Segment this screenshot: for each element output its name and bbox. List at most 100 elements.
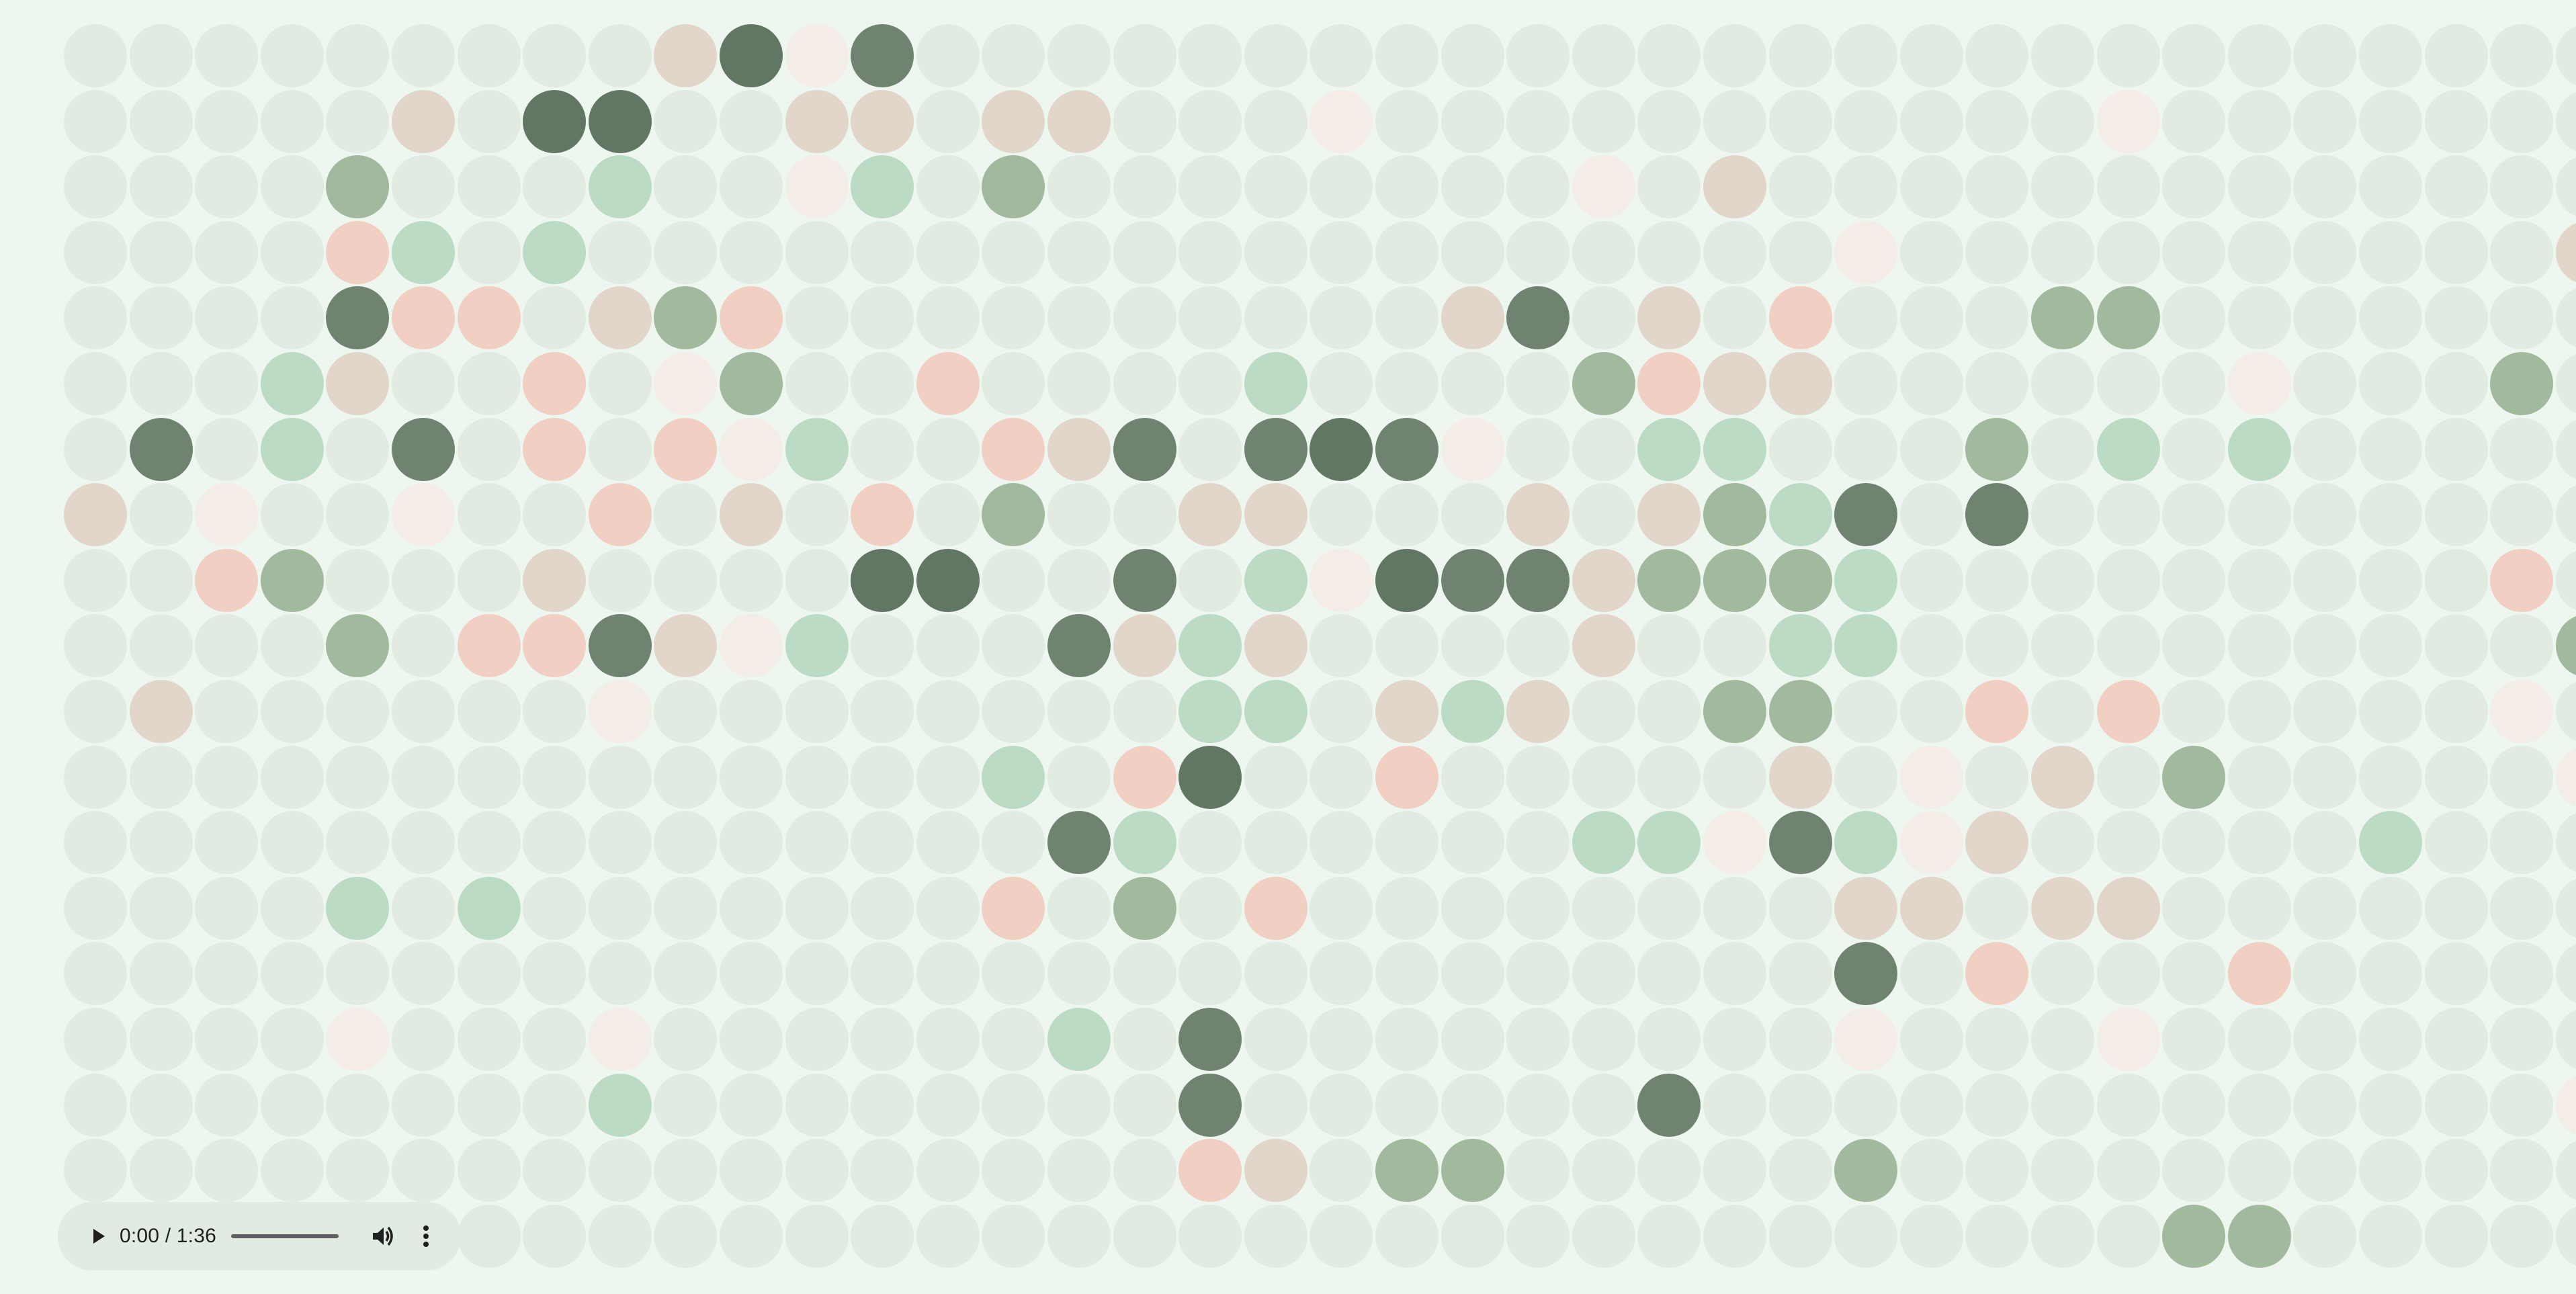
grid-dot [1375, 942, 1439, 1006]
grid-dot [1506, 286, 1570, 350]
grid-dot [720, 942, 783, 1006]
grid-dot [1768, 1008, 1832, 1071]
seek-slider[interactable] [231, 1234, 339, 1238]
grid-dot [1441, 483, 1504, 547]
grid-dot [588, 1204, 652, 1268]
grid-dot [982, 745, 1045, 809]
grid-dot [2293, 24, 2357, 87]
grid-dot [457, 1204, 521, 1268]
grid-dot [1244, 155, 1307, 219]
grid-dot [2293, 614, 2357, 678]
grid-dot [1178, 614, 1242, 678]
grid-dot [1899, 876, 1963, 940]
grid-dot [457, 155, 521, 219]
grid-dot [1899, 155, 1963, 219]
grid-dot [1965, 155, 2029, 219]
grid-dot [457, 1139, 521, 1203]
grid-dot [195, 614, 259, 678]
grid-dot [654, 352, 718, 415]
grid-dot [64, 352, 127, 415]
grid-dot [1244, 548, 1307, 612]
grid-dot [2424, 1139, 2488, 1203]
grid-dot [1047, 155, 1111, 219]
grid-dot [1899, 548, 1963, 612]
grid-dot [1703, 220, 1766, 284]
grid-dot [2096, 745, 2160, 809]
grid-dot [1244, 483, 1307, 547]
grid-dot [916, 155, 980, 219]
grid-dot [326, 89, 390, 153]
grid-dot [2490, 942, 2554, 1006]
grid-dot [64, 483, 127, 547]
grid-dot [457, 286, 521, 350]
grid-dot [785, 1204, 849, 1268]
grid-dot [2096, 24, 2160, 87]
grid-dot [851, 483, 914, 547]
grid-dot [1047, 548, 1111, 612]
grid-dot [260, 1008, 324, 1071]
grid-dot [654, 1139, 718, 1203]
grid-dot [1310, 1073, 1373, 1137]
grid-dot [588, 483, 652, 547]
grid-dot [1637, 483, 1701, 547]
grid-dot [457, 1008, 521, 1071]
grid-dot [851, 548, 914, 612]
grid-dot [2490, 548, 2554, 612]
grid-dot [1178, 220, 1242, 284]
grid-dot [654, 220, 718, 284]
grid-dot [1113, 24, 1176, 87]
grid-dot [2293, 417, 2357, 481]
grid-dot [1703, 548, 1766, 612]
grid-dot [326, 24, 390, 87]
grid-dot [1637, 811, 1701, 875]
more-options-button[interactable] [410, 1220, 442, 1252]
volume-button[interactable] [367, 1220, 399, 1252]
grid-dot [1375, 548, 1439, 612]
grid-dot [195, 876, 259, 940]
grid-dot [1572, 745, 1635, 809]
grid-dot [851, 680, 914, 743]
grid-dot [720, 24, 783, 87]
grid-dot [1899, 1139, 1963, 1203]
grid-dot [1637, 942, 1701, 1006]
play-button[interactable] [83, 1222, 112, 1250]
grid-dot [588, 220, 652, 284]
grid-dot [2555, 680, 2576, 743]
grid-dot [720, 483, 783, 547]
grid-dot [1768, 24, 1832, 87]
grid-dot [720, 286, 783, 350]
grid-dot [785, 89, 849, 153]
grid-dot [2031, 1073, 2094, 1137]
grid-dot [260, 220, 324, 284]
grid-dot [64, 89, 127, 153]
grid-dot [2096, 155, 2160, 219]
grid-dot [2096, 286, 2160, 350]
grid-dot [457, 483, 521, 547]
grid-dot [1572, 811, 1635, 875]
grid-dot [2096, 220, 2160, 284]
grid-dot [785, 680, 849, 743]
grid-dot [2490, 1073, 2554, 1137]
grid-dot [2227, 483, 2291, 547]
grid-dot [1637, 745, 1701, 809]
grid-dot [588, 614, 652, 678]
grid-dot [1899, 1008, 1963, 1071]
grid-dot [457, 417, 521, 481]
grid-dot [457, 811, 521, 875]
grid-dot [2490, 89, 2554, 153]
grid-dot [720, 352, 783, 415]
grid-dot [1637, 24, 1701, 87]
grid-dot [1244, 614, 1307, 678]
grid-dot [1768, 680, 1832, 743]
grid-dot [1834, 1008, 1898, 1071]
grid-dot [1572, 24, 1635, 87]
grid-dot [260, 548, 324, 612]
grid-dot [2555, 417, 2576, 481]
grid-dot [2031, 876, 2094, 940]
grid-dot [2162, 680, 2226, 743]
grid-dot [1441, 811, 1504, 875]
grid-dot [1310, 811, 1373, 875]
grid-dot [982, 483, 1045, 547]
grid-dot [392, 680, 455, 743]
grid-dot [1899, 352, 1963, 415]
